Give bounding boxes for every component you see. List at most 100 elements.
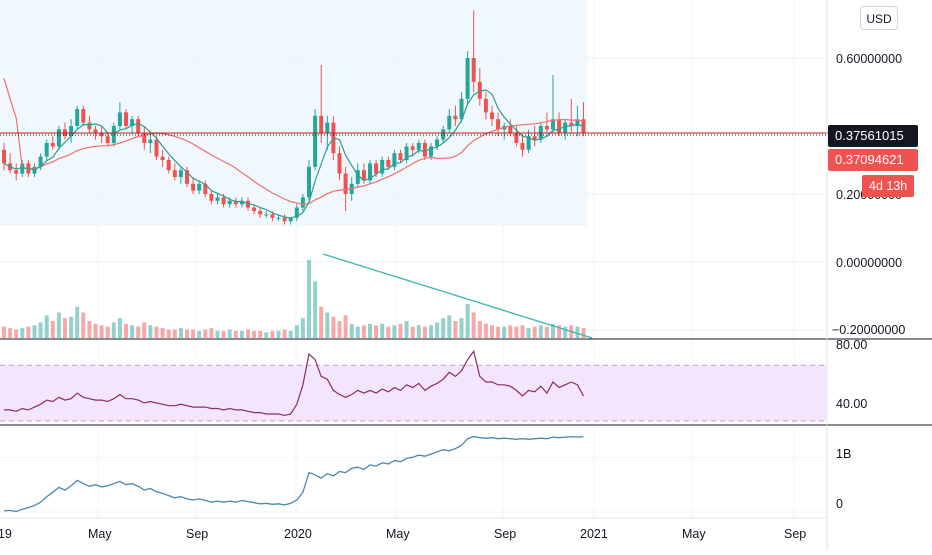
candle-body [477,81,482,99]
time-axis-label-3: 2020 [284,527,312,541]
candle [130,115,135,133]
candle-body [221,197,226,205]
candle-body [142,132,147,143]
candle-body [355,170,360,184]
candle-body [581,119,586,133]
candle-body [490,112,494,120]
volume-bar [361,325,366,338]
candle [380,156,385,177]
candle [471,10,476,92]
candle-body [429,146,433,157]
rsi-line [4,350,585,417]
volume-bar [191,329,196,338]
candle [465,51,470,106]
volume-bar [81,312,86,338]
candle [569,98,574,133]
volume-bar [490,325,494,338]
candle-body [75,109,80,126]
candle-body [294,207,299,218]
candle [294,204,299,222]
time-axis-label-5: Sep [494,527,516,541]
candle-body [282,217,287,222]
volume-bar [258,330,263,338]
candle-body [374,163,379,174]
candle [148,132,153,154]
volume-bar [2,326,6,338]
candle-body [435,139,440,147]
volume-bar [105,326,110,338]
candle [203,180,208,198]
candle [490,105,494,126]
price-axis-label-3: −0.20000000 [832,323,905,337]
candle [246,197,250,211]
volume-bar [416,325,421,338]
candle-body [99,132,104,137]
candle [447,109,452,133]
candle [563,119,568,140]
volume-bar [38,322,43,338]
volume-bar [233,330,238,338]
time-axis-label-7: May [682,527,706,541]
volume-bar [410,326,415,338]
candle-body [69,126,74,137]
candle-body [288,217,293,222]
volume-bar [404,321,409,338]
candle [386,156,391,171]
candle [313,109,318,171]
candle-body [337,153,342,174]
candle [459,92,464,123]
candle-body [148,139,153,143]
volume-bar [544,326,549,338]
moving-average-fast [3,89,584,219]
volume-bar [343,315,348,338]
volume-bar [313,281,318,338]
candle-body [44,143,49,157]
candle-body [575,119,580,126]
price-axis-label-2: 0.00000000 [836,256,902,270]
candle-body [300,197,305,208]
volume-bar [349,323,354,338]
candle [99,126,104,143]
volume-bar [63,318,67,338]
time-axis-label-1: May [88,527,112,541]
time-axis-label-6: 2021 [580,527,608,541]
candle-body [380,160,385,174]
candle-body [313,115,318,167]
candle [453,105,458,126]
volume-bar [142,322,147,338]
rsi-axis-label-0: 80.00 [836,338,867,352]
candle [477,68,482,106]
candle-body [416,143,421,150]
candle [233,197,238,208]
candle-body [441,129,446,140]
time-axis-label-0: 2019 [0,527,12,541]
volume-bar [56,312,61,338]
candle [105,132,110,147]
candle-body [203,183,208,194]
candle-body [130,119,135,126]
volume-bar [44,315,49,338]
candle [142,126,147,150]
candle [172,163,177,181]
candle-body [544,126,549,130]
candle [557,112,562,137]
candle [160,149,165,167]
candle-body [453,115,458,120]
rsi-axis-label-1: 40.00 [836,397,867,411]
candle-body [20,163,25,174]
candle-body [111,126,116,143]
candle [252,204,257,215]
candle [44,139,49,160]
candle-body [392,153,397,167]
volume-bar [197,330,202,338]
candle-body [38,156,43,167]
candle [282,214,287,225]
candle [422,139,427,160]
volume-bar [483,323,488,338]
candle-body [557,119,562,133]
currency-button[interactable]: USD [860,6,898,30]
volume-bar [282,329,287,338]
candle-body [14,170,19,174]
candle [258,207,263,218]
